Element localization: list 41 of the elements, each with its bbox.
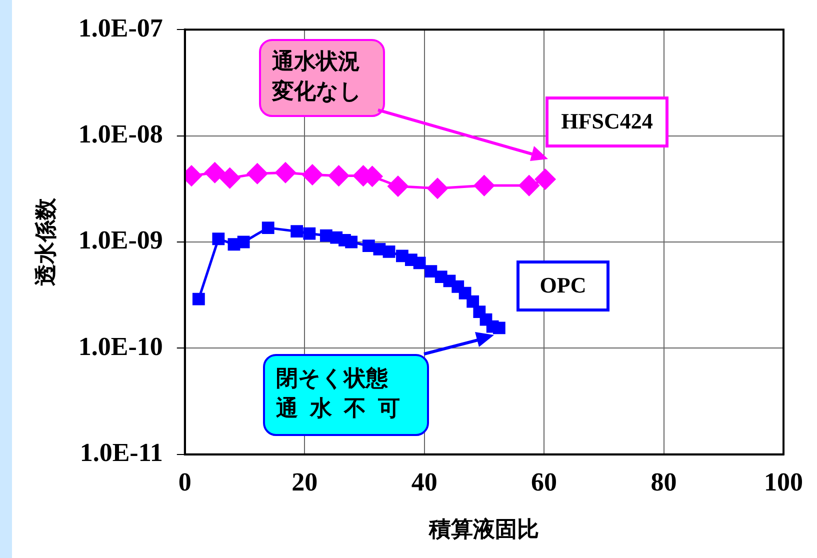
point	[275, 162, 296, 183]
point	[302, 164, 323, 185]
point	[237, 236, 250, 248]
x-tick-label: 20	[292, 468, 318, 497]
point	[518, 175, 540, 196]
point	[345, 236, 358, 248]
x-tick-label: 40	[411, 468, 438, 497]
point	[492, 322, 506, 334]
y-tick-label: 1.0E-08	[78, 120, 163, 149]
point	[427, 178, 448, 199]
point	[220, 168, 240, 188]
point	[328, 166, 349, 186]
x-tick-label: 100	[764, 468, 803, 497]
series-label: OPC	[540, 272, 586, 298]
point	[192, 292, 205, 306]
point	[212, 232, 225, 246]
point	[466, 295, 480, 308]
point	[388, 176, 408, 196]
point	[247, 163, 268, 184]
point	[204, 162, 226, 183]
annotation: 閉そく状態通水不可	[275, 366, 412, 422]
point	[290, 225, 304, 238]
point	[474, 175, 494, 196]
y-tick-label: 1.0E-11	[80, 438, 163, 468]
point	[382, 246, 396, 258]
x-tick-label: 60	[531, 468, 558, 497]
x-axis-title: 積算液固比	[428, 516, 540, 543]
annotation: 通水状況変化なし	[271, 50, 362, 105]
y-tick-label: 1.0E-07	[78, 13, 163, 42]
y-tick-label: 1.0E-09	[78, 226, 163, 255]
point	[424, 265, 438, 278]
point	[362, 240, 375, 252]
x-tick-label: 0	[178, 468, 192, 497]
point	[262, 222, 274, 234]
x-tick-label: 80	[650, 468, 677, 497]
y-axis-title: 透水係数	[34, 197, 59, 286]
y-tick-label: 1.0E-10	[78, 332, 163, 361]
point	[413, 256, 426, 270]
point	[535, 168, 556, 190]
series-label: HFSC424	[561, 108, 653, 134]
point	[303, 227, 316, 240]
